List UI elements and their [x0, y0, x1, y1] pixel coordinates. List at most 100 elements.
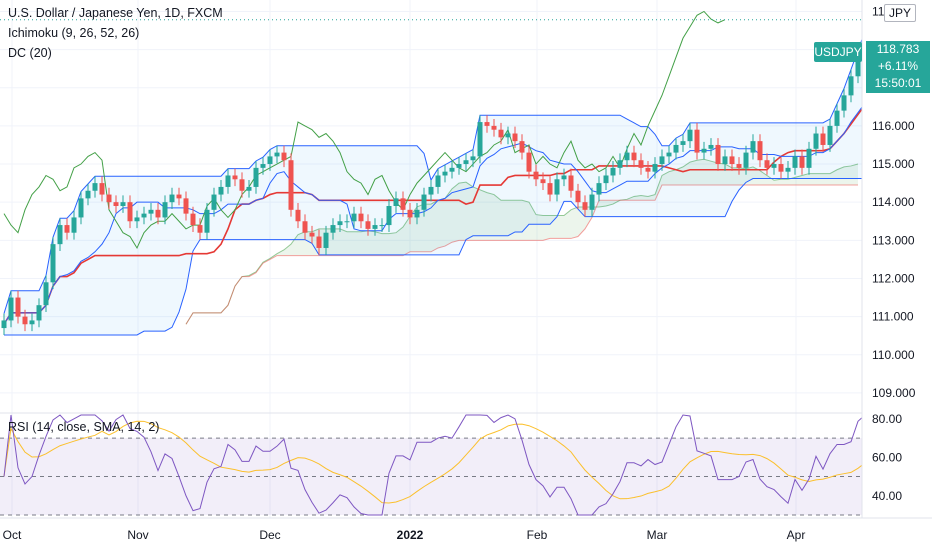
- rsi-ma-line: [3, 420, 908, 504]
- rsi-band: [0, 438, 862, 515]
- candle-body: [113, 202, 119, 206]
- candle-body: [442, 171, 448, 176]
- candle-body: [631, 152, 637, 161]
- candle-body: [463, 160, 469, 165]
- candle-body: [134, 217, 140, 222]
- candle-body: [127, 202, 133, 222]
- candle-body: [323, 232, 329, 248]
- candle-body: [519, 141, 525, 153]
- candle-body: [596, 183, 602, 195]
- price-tick-label: 111.000: [872, 310, 914, 324]
- candle-body: [435, 175, 441, 187]
- candle-body: [71, 217, 77, 233]
- candle-body: [246, 186, 252, 191]
- candle-body: [729, 156, 735, 165]
- candle-body: [421, 194, 427, 210]
- candle-body: [162, 202, 168, 218]
- candle-body: [799, 156, 805, 168]
- candle-body: [85, 190, 91, 199]
- tenkan-sen: [3, 53, 908, 325]
- ichimoku-legend[interactable]: Ichimoku (9, 26, 52, 26): [8, 26, 140, 40]
- candle-body: [281, 152, 287, 161]
- rsi-line: [3, 414, 907, 516]
- chart-title: U.S. Dollar / Japanese Yen, 1D, FXCM: [8, 6, 223, 20]
- candle-body: [22, 316, 28, 325]
- senkou-span-b: [185, 184, 858, 325]
- candle-body: [694, 129, 700, 153]
- price-tick-label: 110.000: [872, 348, 915, 362]
- rsi-tick-label: 40.00: [872, 489, 902, 503]
- candle-body: [449, 167, 455, 172]
- candle-body: [407, 209, 413, 218]
- candle-body: [659, 156, 665, 165]
- price-change: +6.11%: [877, 59, 919, 73]
- candle-body: [757, 141, 763, 161]
- time-tick-label: Dec: [259, 528, 280, 542]
- candle-body: [36, 305, 42, 321]
- candle-body: [498, 129, 504, 138]
- candle-body: [379, 225, 385, 227]
- candle-body: [155, 209, 161, 218]
- candle-body: [372, 225, 378, 229]
- rsi-legend[interactable]: RSI (14, close, SMA, 14, 2): [8, 420, 160, 434]
- candle-body: [15, 297, 21, 317]
- candle-body: [827, 125, 833, 145]
- donchian-channel: [3, 4, 907, 336]
- candle-body: [92, 183, 98, 191]
- kijun-sen: [3, 90, 907, 325]
- candle-body: [204, 209, 210, 233]
- candle-body: [183, 198, 189, 214]
- time-tick-label: Apr: [787, 528, 806, 542]
- candle-body: [78, 198, 84, 218]
- candle-body: [736, 164, 742, 168]
- price-tick-label: 114.000: [872, 195, 915, 209]
- candle-body: [820, 133, 826, 145]
- candle-body: [57, 225, 63, 245]
- donchian-lower: [4, 178, 907, 336]
- donchian-legend[interactable]: DC (20): [8, 46, 52, 60]
- candle-body: [337, 221, 343, 226]
- candle-body: [8, 297, 14, 321]
- candle-body: [106, 194, 112, 203]
- candle-body: [358, 213, 364, 222]
- candle-body: [806, 148, 812, 168]
- candle-body: [288, 160, 294, 210]
- candlestick-series: [1, 4, 910, 335]
- candle-body: [267, 156, 273, 165]
- candle-body: [848, 76, 854, 96]
- candle-body: [477, 122, 483, 157]
- candle-body: [176, 194, 182, 199]
- candle-body: [169, 194, 175, 203]
- candle-body: [834, 110, 840, 126]
- candle-body: [778, 164, 784, 172]
- price-tick-label: 115.000: [872, 157, 915, 171]
- candle-body: [64, 225, 70, 233]
- currency-badge[interactable]: JPY: [884, 4, 917, 22]
- candle-body: [855, 57, 861, 77]
- candle-body: [554, 179, 560, 195]
- candle-body: [253, 167, 259, 187]
- candle-body: [666, 152, 672, 157]
- candle-body: [813, 133, 819, 149]
- time-axis[interactable]: Oct Nov Dec 2022 Feb Mar Apr: [0, 517, 932, 542]
- candle-body: [351, 213, 357, 222]
- candle-body: [141, 213, 147, 218]
- time-tick-label: Mar: [647, 528, 668, 542]
- candle-body: [120, 202, 126, 206]
- candle-body: [99, 183, 105, 195]
- candle-body: [792, 156, 798, 168]
- donchian-upper: [3, 4, 907, 314]
- candle-body: [225, 175, 231, 187]
- price-tick-label: 113.000: [872, 233, 915, 247]
- candle-body: [491, 125, 497, 130]
- candle-body: [218, 186, 224, 195]
- time-tick-label: Oct: [3, 528, 22, 542]
- candle-body: [386, 206, 392, 226]
- candle-body: [785, 167, 791, 172]
- candle-body: [484, 122, 490, 126]
- price-tick-label: 116.000: [872, 119, 915, 133]
- price-tick-label: 109.000: [872, 386, 916, 400]
- candle-body: [841, 95, 847, 111]
- candle-body: [764, 160, 770, 168]
